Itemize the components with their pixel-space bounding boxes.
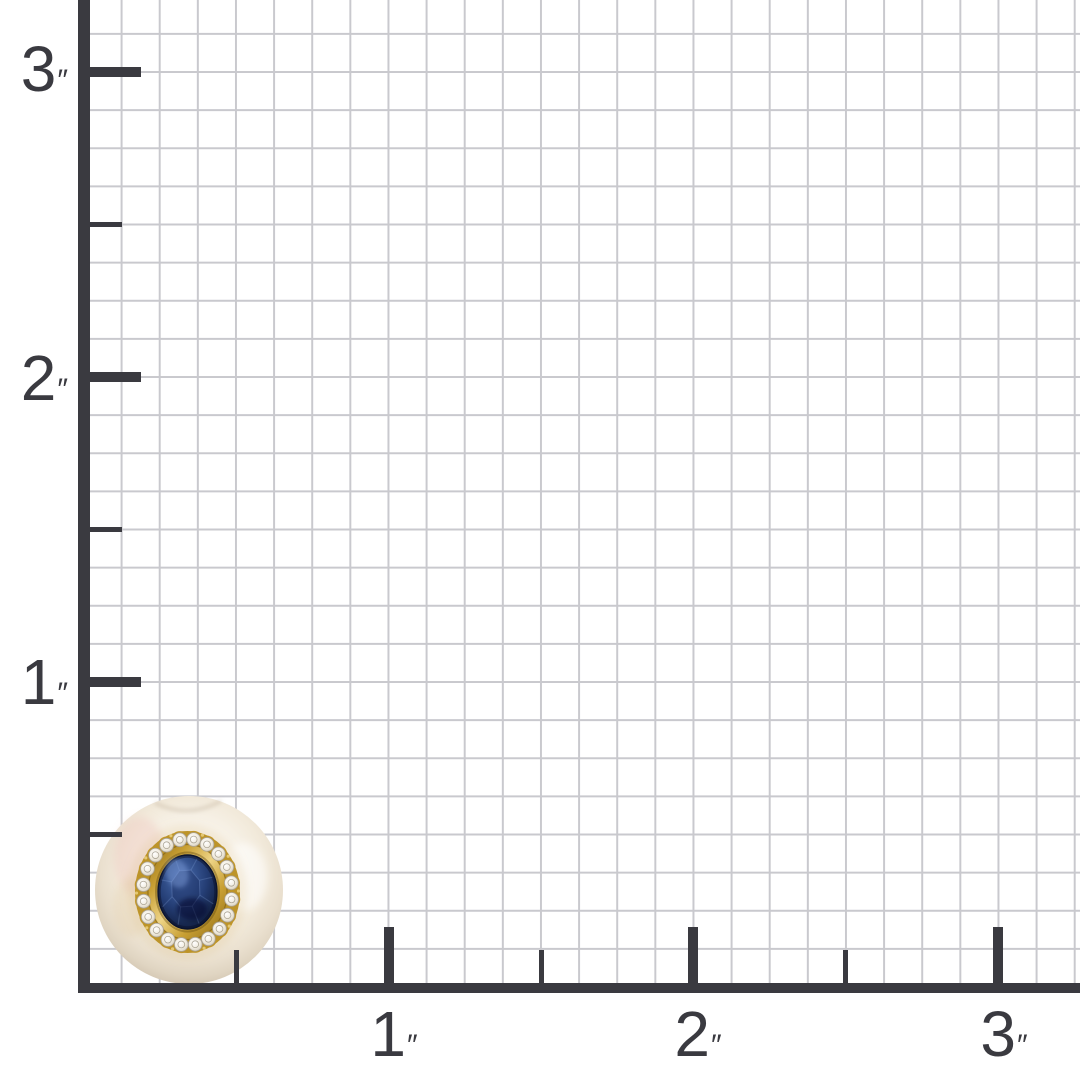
- y-tick-minor-2.5in: [79, 222, 122, 227]
- product-photo-pearl-sapphire-earring: [95, 796, 283, 984]
- inch-mark: ″: [710, 1029, 722, 1062]
- ruler-x-axis: [78, 983, 1080, 993]
- sapphire-reflection: [165, 858, 189, 888]
- y-tick-minor-1.5in: [79, 527, 122, 532]
- y-tick-minor-0.5in: [79, 832, 122, 837]
- y-label-1-number: 1: [20, 646, 57, 718]
- y-tick-major-2in: [79, 372, 141, 382]
- x-tick-major-2in: [688, 927, 698, 983]
- diamond-halo: [136, 832, 239, 952]
- y-axis-label-1in: 1 ″: [0, 650, 68, 714]
- x-label-3-number: 3: [980, 998, 1016, 1070]
- y-label-3-number: 3: [20, 33, 57, 105]
- x-tick-minor-2.5in: [843, 950, 848, 983]
- grid-background: [89, 0, 1080, 983]
- pearl-crease: [154, 799, 222, 812]
- sapphire-shadow: [177, 898, 207, 920]
- x-axis-label-3in: 3 ″: [980, 1002, 1027, 1066]
- x-axis-label-1in: 1 ″: [370, 1002, 417, 1066]
- x-label-2-number: 2: [674, 998, 710, 1070]
- x-tick-minor-1.5in: [539, 950, 544, 983]
- x-tick-minor-0.5in: [234, 950, 239, 983]
- y-tick-major-3in: [79, 67, 141, 77]
- sapphire: [157, 854, 218, 930]
- inch-mark: ″: [57, 677, 68, 710]
- x-tick-major-1in: [384, 927, 394, 983]
- inch-mark: ″: [1016, 1029, 1028, 1062]
- inch-mark: ″: [57, 373, 68, 406]
- y-axis-label-3in: 3 ″: [0, 37, 68, 101]
- ruler-y-axis: [78, 0, 90, 993]
- inch-mark: ″: [406, 1029, 418, 1062]
- gold-bezel-outer-rim: [147, 843, 228, 941]
- gold-bezel-inner-rim: [155, 851, 220, 933]
- inch-mark: ″: [57, 64, 68, 97]
- y-label-2-number: 2: [20, 342, 57, 414]
- x-axis-label-2in: 2 ″: [674, 1002, 721, 1066]
- x-label-1-number: 1: [370, 998, 406, 1070]
- y-tick-major-1in: [79, 677, 141, 687]
- x-tick-major-3in: [993, 927, 1003, 983]
- y-axis-label-2in: 2 ″: [0, 346, 68, 410]
